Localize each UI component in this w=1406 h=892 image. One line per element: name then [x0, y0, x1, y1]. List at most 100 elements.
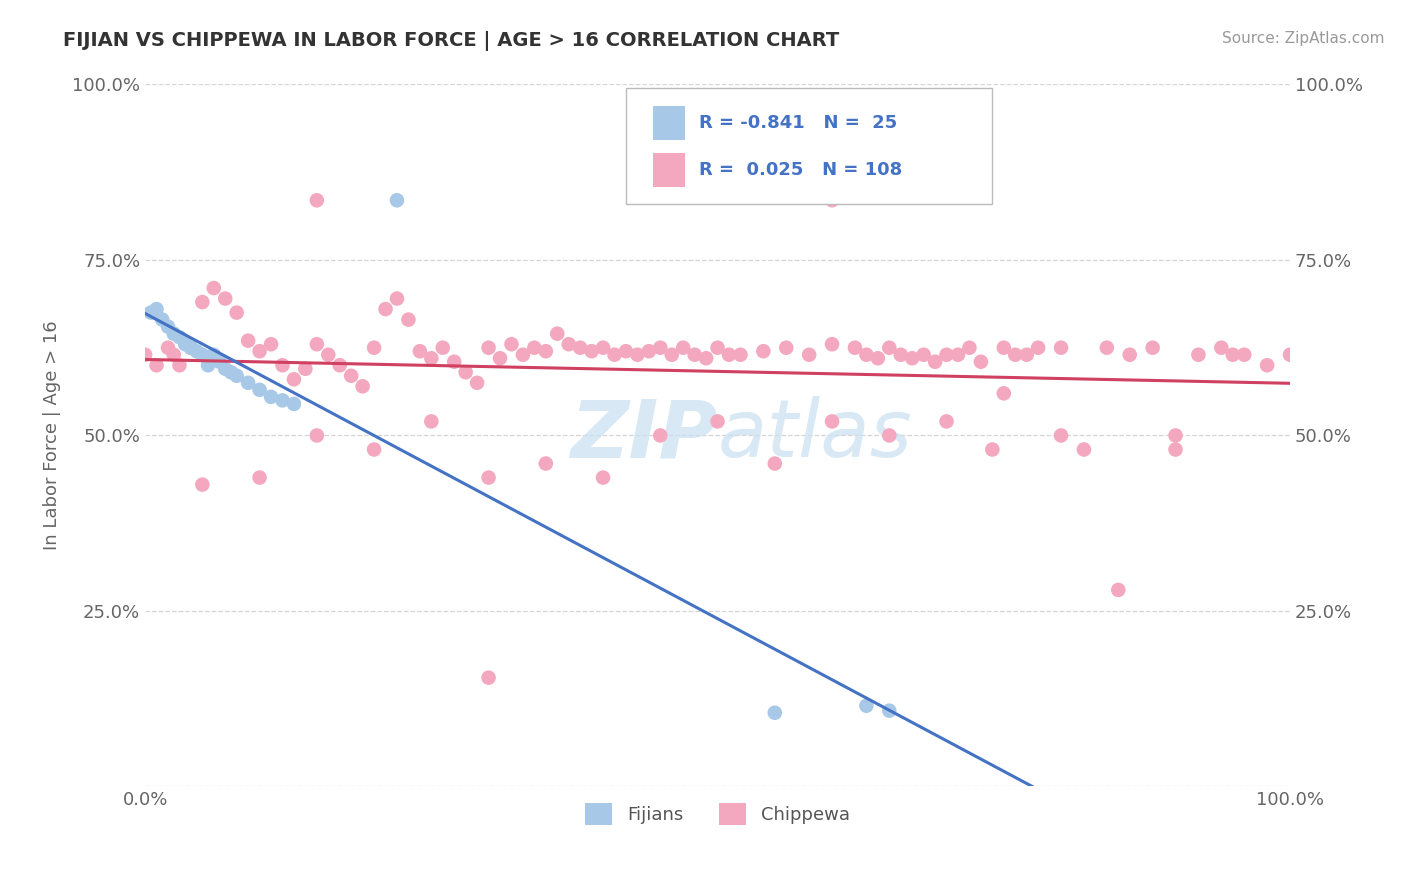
Point [512, 348, 534, 362]
Point [236, 334, 259, 348]
Text: ZIP: ZIP [571, 396, 717, 475]
Point [283, 372, 305, 386]
Point [477, 341, 499, 355]
Point [821, 194, 844, 208]
Point [763, 706, 786, 720]
Point [626, 348, 648, 362]
Point [946, 348, 969, 362]
Point [672, 341, 695, 355]
Point [432, 341, 454, 355]
Text: atlas: atlas [717, 396, 912, 475]
Point [329, 358, 352, 372]
Point [409, 344, 432, 359]
Point [214, 361, 236, 376]
Point [385, 292, 408, 306]
Point [1164, 428, 1187, 442]
Point [163, 348, 186, 362]
Point [534, 344, 557, 359]
Point [775, 341, 797, 355]
Point [650, 341, 672, 355]
Point [935, 348, 957, 362]
Point [249, 470, 271, 484]
Text: R =  0.025   N = 108: R = 0.025 N = 108 [699, 161, 903, 178]
Point [202, 281, 225, 295]
Point [1211, 341, 1233, 355]
Point [1222, 348, 1244, 362]
Point [1050, 428, 1073, 442]
Point [981, 442, 1004, 457]
Point [169, 330, 191, 344]
Point [396, 312, 419, 326]
Point [1164, 442, 1187, 457]
Y-axis label: In Labor Force | Age > 16: In Labor Force | Age > 16 [44, 320, 60, 550]
Point [581, 344, 603, 359]
Point [661, 348, 683, 362]
Point [294, 361, 316, 376]
Point [374, 302, 396, 317]
Point [546, 326, 568, 341]
Point [163, 326, 186, 341]
Point [877, 428, 900, 442]
Point [1050, 341, 1073, 355]
Point [523, 341, 546, 355]
Point [695, 351, 717, 366]
Point [305, 428, 328, 442]
Point [305, 194, 328, 208]
Point [249, 344, 271, 359]
Point [592, 341, 614, 355]
Point [1015, 348, 1038, 362]
Point [219, 365, 242, 379]
Point [855, 698, 877, 713]
Point [1004, 348, 1026, 362]
Point [260, 390, 283, 404]
Text: R = -0.841   N =  25: R = -0.841 N = 25 [699, 114, 897, 132]
Point [134, 348, 156, 362]
Point [603, 348, 626, 362]
Point [855, 348, 877, 362]
Point [197, 358, 219, 372]
Point [352, 379, 374, 393]
Point [993, 386, 1015, 401]
Point [145, 358, 167, 372]
Point [283, 397, 305, 411]
Point [912, 348, 935, 362]
Point [730, 348, 752, 362]
Point [557, 337, 579, 351]
Point [156, 319, 179, 334]
Point [501, 337, 523, 351]
Point [340, 368, 363, 383]
Point [477, 470, 499, 484]
Point [569, 341, 592, 355]
Point [271, 358, 294, 372]
Point [797, 348, 820, 362]
Point [717, 348, 740, 362]
Point [385, 194, 408, 208]
Text: FIJIAN VS CHIPPEWA IN LABOR FORCE | AGE > 16 CORRELATION CHART: FIJIAN VS CHIPPEWA IN LABOR FORCE | AGE … [63, 31, 839, 51]
Point [236, 376, 259, 390]
Point [844, 341, 866, 355]
Point [890, 348, 912, 362]
Point [1233, 348, 1256, 362]
Point [305, 337, 328, 351]
Point [186, 344, 208, 359]
Point [139, 305, 162, 319]
Point [150, 312, 173, 326]
Point [924, 355, 946, 369]
Point [169, 358, 191, 372]
Point [477, 671, 499, 685]
Point [935, 414, 957, 428]
Point [683, 348, 706, 362]
FancyBboxPatch shape [626, 88, 993, 203]
Point [592, 470, 614, 484]
Point [260, 337, 283, 351]
Point [191, 477, 214, 491]
Point [821, 337, 844, 351]
Point [174, 337, 197, 351]
Point [156, 341, 179, 355]
Point [180, 341, 202, 355]
Point [1256, 358, 1278, 372]
Point [316, 348, 339, 362]
Point [420, 351, 443, 366]
Point [363, 442, 385, 457]
Point [706, 414, 728, 428]
